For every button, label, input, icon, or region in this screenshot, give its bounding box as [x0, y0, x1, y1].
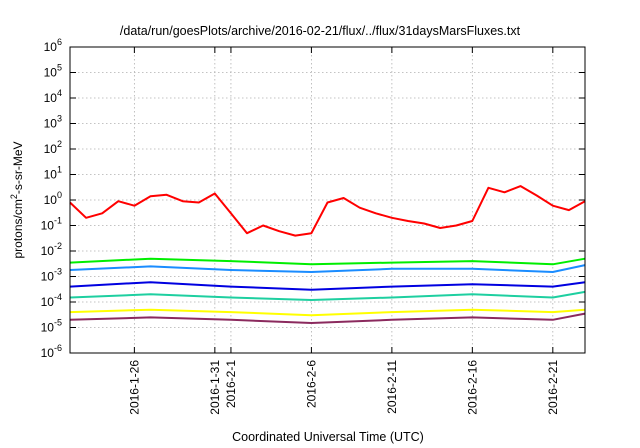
series-line-0 — [69, 185, 586, 237]
y-tick-label: 103 — [44, 114, 62, 131]
x-tick-label: 2016-2-6 — [304, 360, 318, 408]
series-line-1 — [69, 257, 586, 266]
y-axis-label: protons/cm2-s-sr-MeV — [9, 141, 25, 258]
y-axis-label-pre: protons/cm — [11, 199, 25, 258]
y-tick-label: 106 — [44, 37, 62, 54]
y-tick-label: 102 — [44, 139, 62, 156]
x-tick-label: 2016-2-11 — [385, 360, 399, 414]
y-tick-label: 104 — [44, 88, 62, 105]
y-tick-label: 105 — [44, 63, 62, 80]
grid-lines — [70, 47, 585, 353]
series-line-5 — [69, 308, 586, 317]
x-tick-label: 2016-2-21 — [546, 360, 560, 415]
series-line-6 — [69, 312, 586, 324]
y-tick-label: 100 — [44, 190, 62, 207]
y-axis-label-sup: 2 — [9, 194, 19, 199]
y-tick-label: 101 — [44, 165, 62, 182]
x-tick-label: 2016-1-31 — [208, 360, 222, 415]
chart-title: /data/run/goesPlots/archive/2016-02-21/f… — [120, 24, 521, 38]
y-axis-ticks: 10-6 10-5 10-4 10-3 10-2 10-1 100 101 102 103 104 1… — [41, 37, 585, 360]
series-layer — [69, 185, 586, 324]
x-axis-ticks: 2016-1-26 2016-1-31 2016-2-1 2016-2-6 2016-2… — [127, 47, 560, 415]
y-tick-label: 10-4 — [41, 292, 62, 309]
y-tick-label: 10-2 — [41, 241, 62, 258]
x-axis-label: Coordinated Universal Time (UTC) — [232, 430, 424, 444]
y-tick-label: 10-5 — [41, 318, 62, 335]
series-line-2 — [69, 264, 586, 273]
x-tick-label: 2016-2-16 — [465, 360, 479, 415]
y-tick-label: 10-6 — [41, 343, 62, 360]
x-tick-label: 2016-1-26 — [127, 360, 141, 415]
y-tick-label: 10-1 — [41, 216, 62, 233]
series-line-3 — [69, 281, 586, 291]
y-tick-label: 10-3 — [41, 267, 62, 284]
y-axis-label-post: -s-sr-MeV — [11, 141, 25, 194]
x-tick-label: 2016-2-1 — [224, 360, 238, 408]
series-line-4 — [69, 290, 586, 301]
